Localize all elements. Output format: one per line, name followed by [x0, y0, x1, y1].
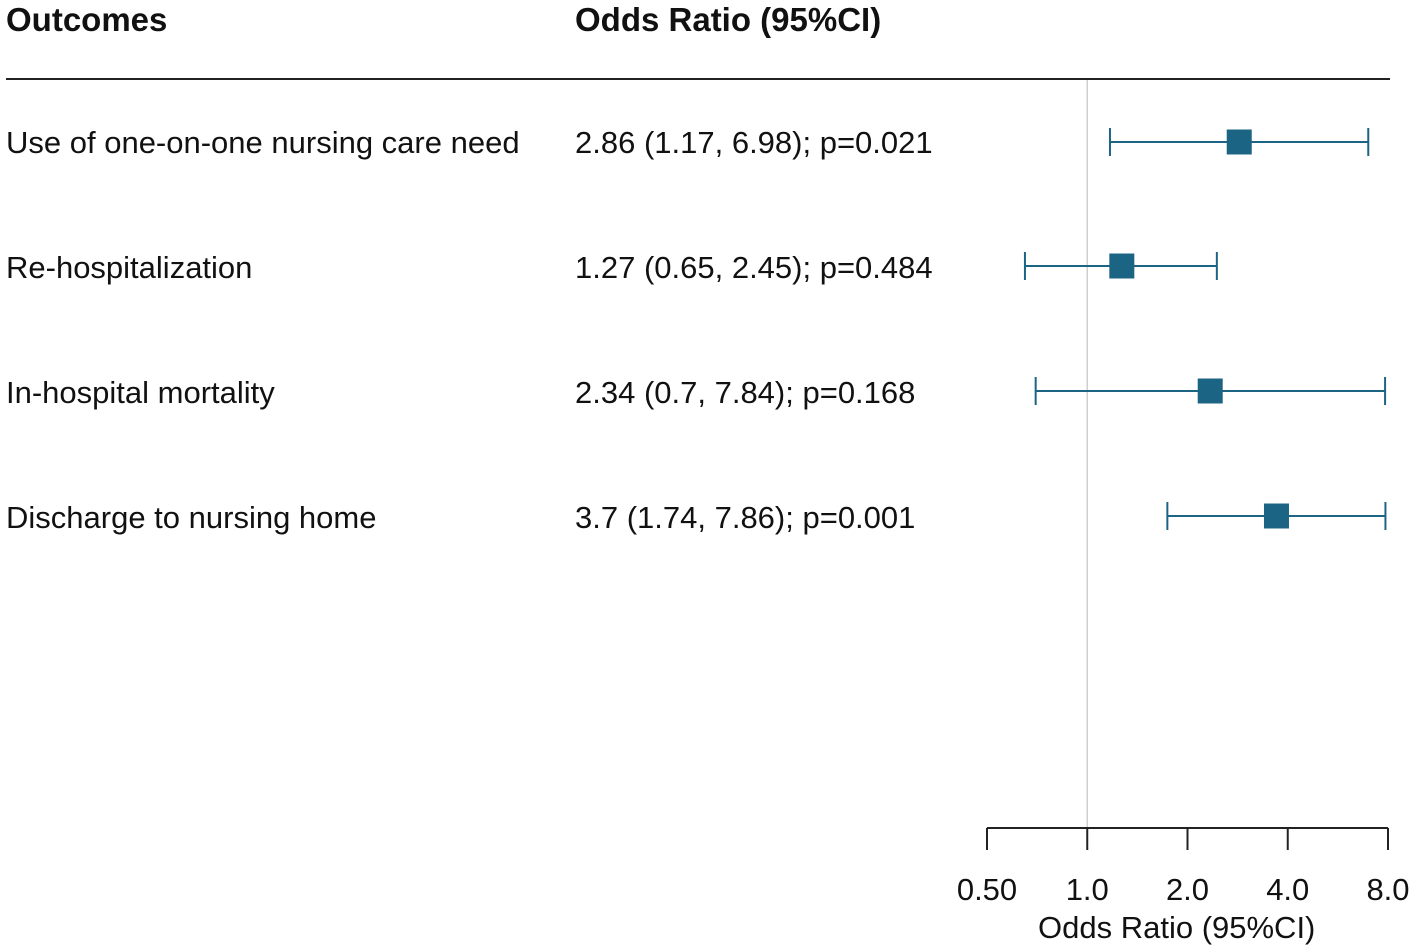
row-value-rehospitalization: 1.27 (0.65, 2.45); p=0.484: [575, 250, 933, 285]
row-value-in-hospital-mortality: 2.34 (0.7, 7.84); p=0.168: [575, 375, 916, 410]
row-label-rehospitalization: Re-hospitalization: [6, 250, 253, 285]
x-tick-label: 4.0: [1266, 872, 1309, 907]
x-tick-label: 8.0: [1366, 872, 1409, 907]
x-tick-label: 1.0: [1066, 872, 1109, 907]
point-estimate: [1226, 129, 1252, 155]
row-value-one-on-one-nursing: 2.86 (1.17, 6.98); p=0.021: [575, 125, 933, 160]
point-estimate: [1109, 253, 1135, 279]
x-tick-label: 0.50: [957, 872, 1017, 907]
point-estimate: [1197, 378, 1223, 404]
x-tick-label: 2.0: [1166, 872, 1209, 907]
outcomes-header: Outcomes: [6, 1, 168, 38]
odds-ratio-header: Odds Ratio (95%CI): [575, 1, 882, 38]
point-estimate: [1263, 503, 1289, 529]
row-label-discharge-nursing-home: Discharge to nursing home: [6, 500, 377, 535]
row-value-discharge-nursing-home: 3.7 (1.74, 7.86); p=0.001: [575, 500, 916, 535]
x-axis-label: Odds Ratio (95%CI): [1038, 910, 1316, 945]
row-label-one-on-one-nursing: Use of one-on-one nursing care need: [6, 125, 520, 160]
row-label-in-hospital-mortality: In-hospital mortality: [6, 375, 275, 410]
